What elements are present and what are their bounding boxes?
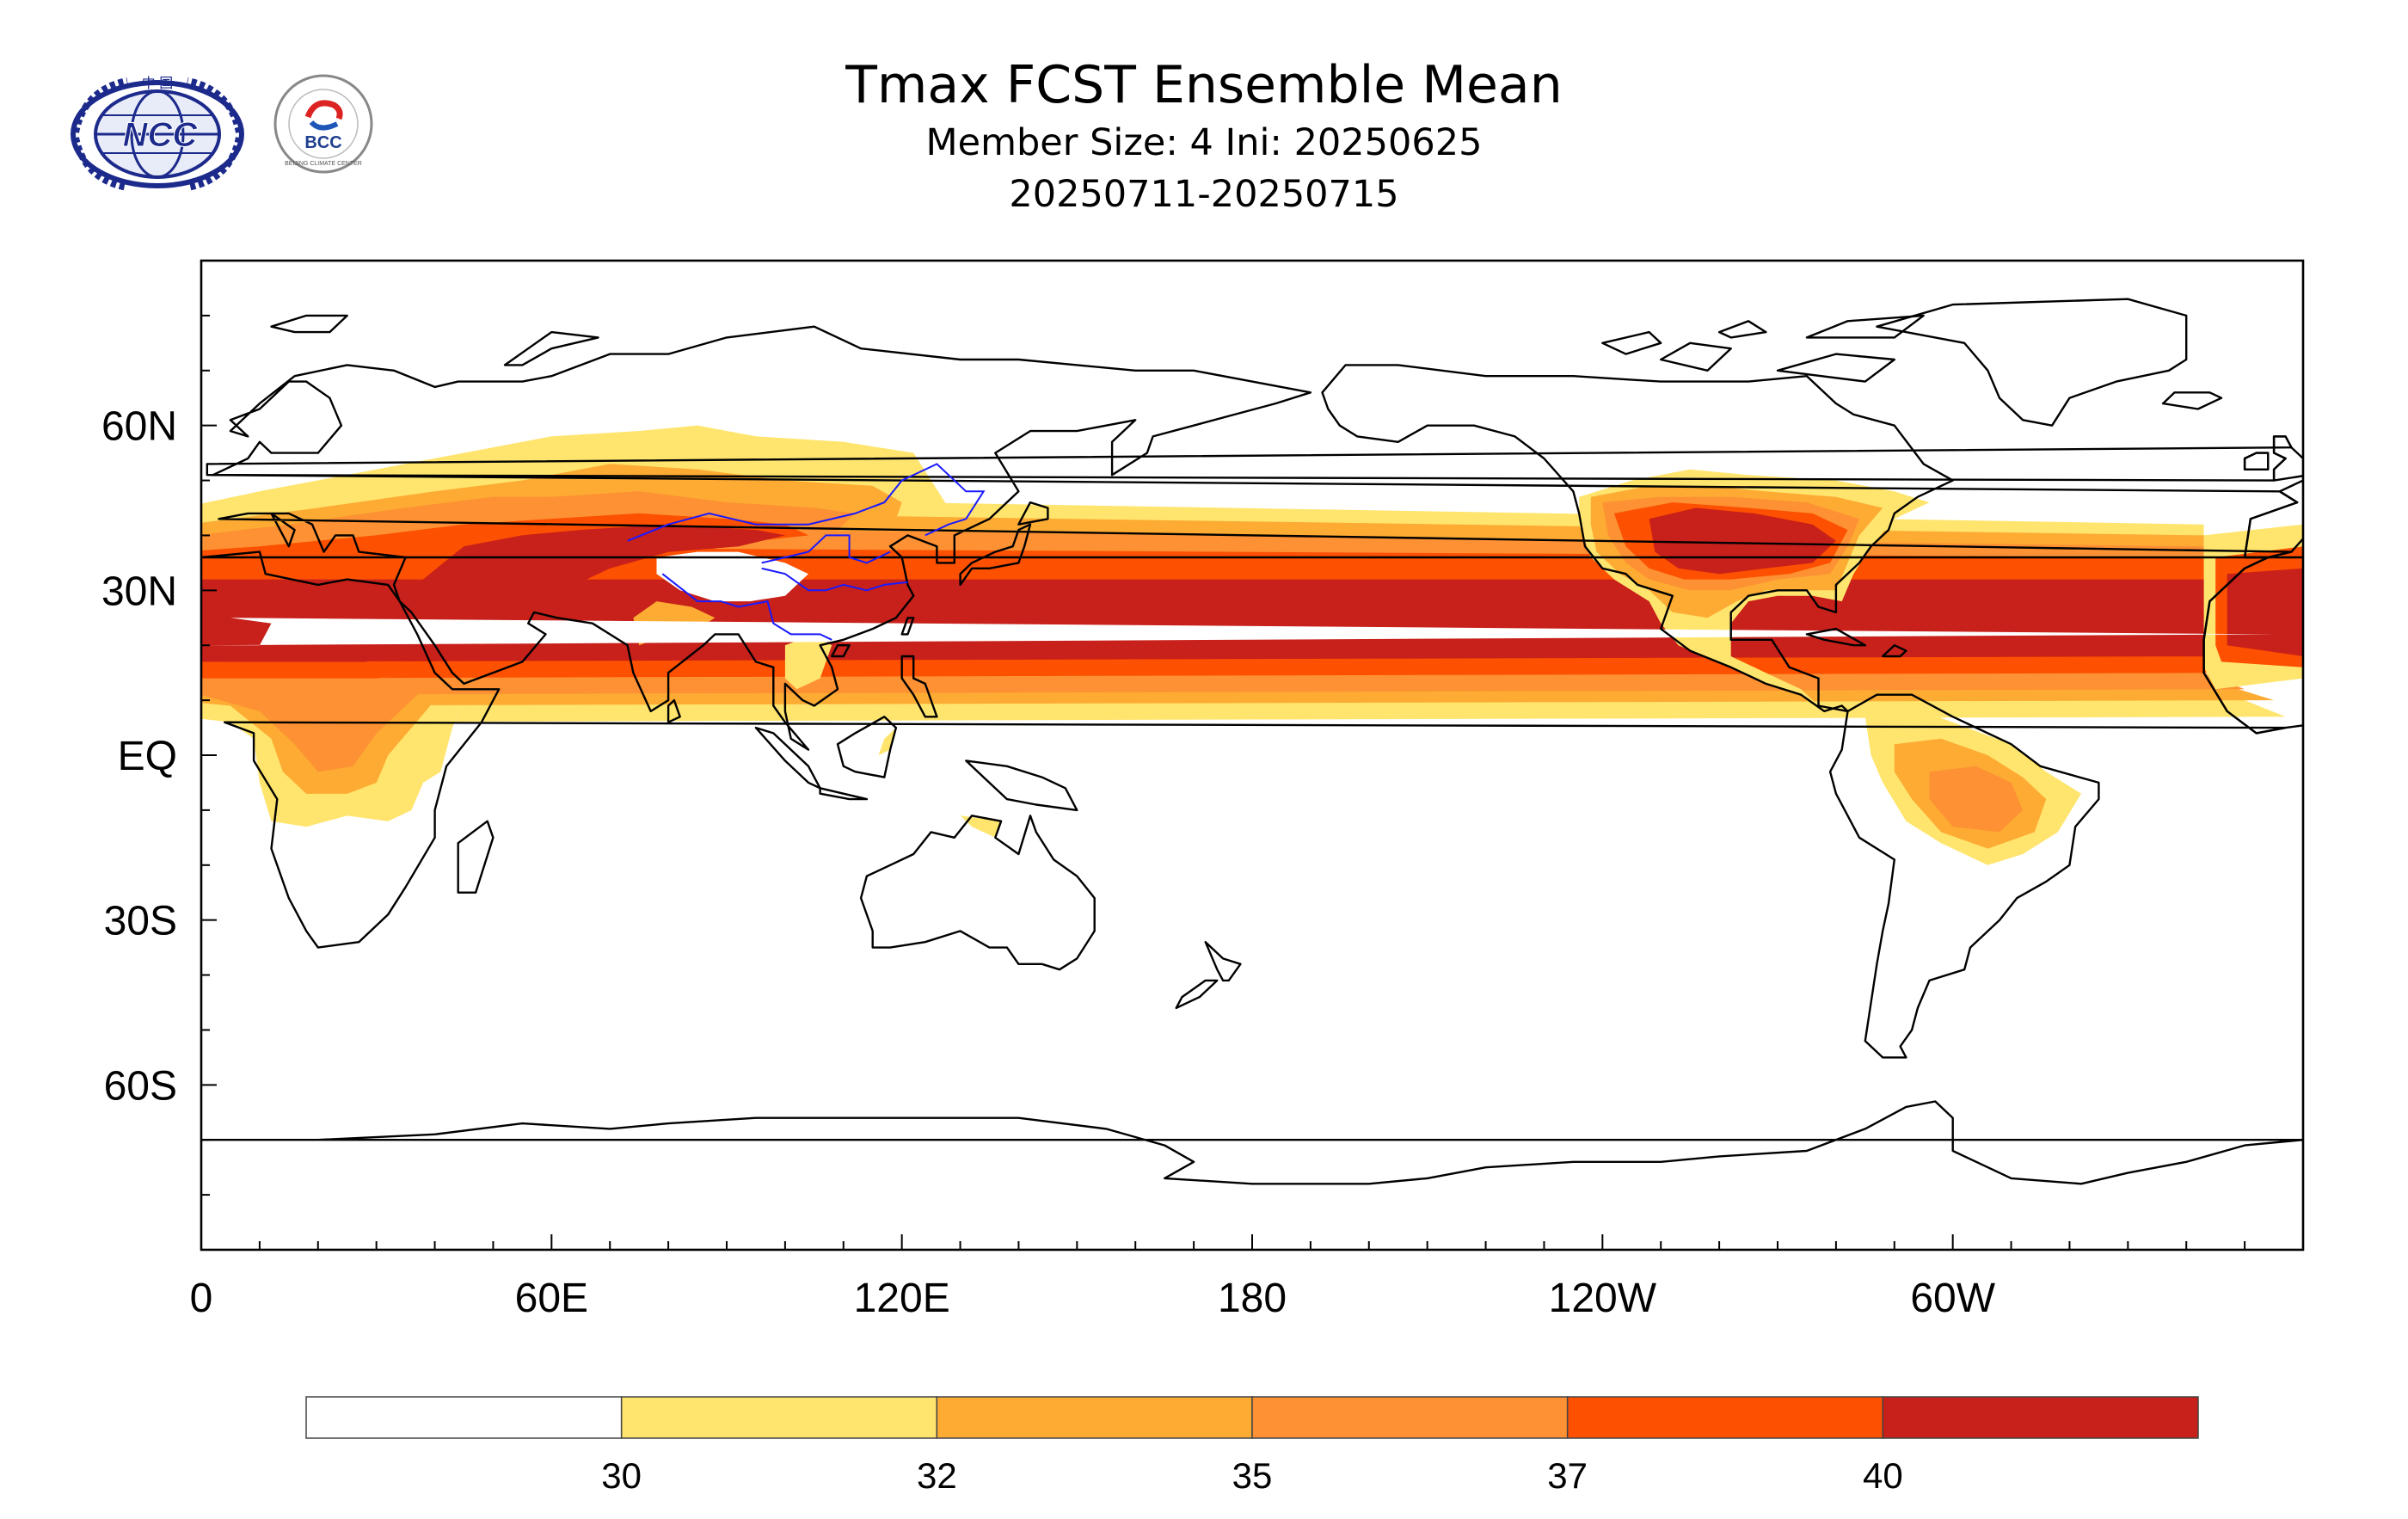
coastline bbox=[1876, 298, 2188, 427]
temperature-region bbox=[960, 815, 1002, 838]
coastline bbox=[836, 716, 898, 778]
coastline bbox=[2243, 452, 2270, 470]
coastline bbox=[900, 655, 938, 718]
coastline bbox=[965, 760, 1078, 812]
bcc-logo: BCC BEIJING CLIMATE CENTER bbox=[273, 74, 373, 174]
coastline bbox=[1717, 320, 1767, 339]
colorbar-segment bbox=[620, 1396, 938, 1439]
temperature-region bbox=[878, 728, 896, 755]
coastlines bbox=[201, 298, 2303, 1185]
coastline bbox=[1017, 501, 1049, 526]
coastline bbox=[1204, 941, 1242, 982]
colorbar: 30 32 35 37 40 bbox=[305, 1396, 2199, 1496]
river-border-line bbox=[761, 534, 891, 564]
bcc-logo-ring-text: BEIJING CLIMATE CENTER bbox=[285, 161, 362, 167]
title-block: Tmax FCST Ensemble Mean Member Size: 4 I… bbox=[774, 53, 1634, 220]
x-tick-label: 180 bbox=[1218, 1276, 1287, 1321]
coastline bbox=[859, 815, 1096, 971]
map-subtitle-members: Member Size: 4 Ini: 20250625 bbox=[925, 121, 1483, 164]
y-tick-label: 60N bbox=[101, 404, 177, 450]
coastline bbox=[457, 820, 494, 894]
colorbar-level-label: 37 bbox=[1547, 1455, 1588, 1496]
coastline bbox=[1175, 979, 1219, 1010]
axis-ticks bbox=[200, 260, 2304, 1251]
coastline bbox=[2272, 435, 2303, 482]
river-border-line bbox=[627, 463, 986, 542]
ncc-logo-top-text: 中 国 bbox=[142, 76, 173, 91]
coastline bbox=[503, 330, 599, 366]
river-border-line bbox=[761, 567, 908, 592]
coastline bbox=[1776, 353, 1895, 383]
colorbar-segment bbox=[1251, 1396, 1569, 1439]
x-tick-label: 120E bbox=[854, 1276, 950, 1321]
coastline bbox=[270, 314, 348, 334]
ncc-globe-logo: 中 国 NCC bbox=[71, 76, 244, 191]
x-tick-label: 120W bbox=[1549, 1276, 1657, 1321]
colorbar-segment bbox=[936, 1396, 1253, 1439]
map-subtitle-period: 20250711-20250715 bbox=[1009, 173, 1399, 216]
coastline bbox=[1321, 364, 1954, 713]
colorbar-level-label: 30 bbox=[601, 1455, 642, 1496]
coastline bbox=[201, 550, 2287, 949]
colorbar-segment bbox=[305, 1396, 623, 1439]
coastline bbox=[201, 1100, 2303, 1185]
y-tick-label: 30S bbox=[104, 899, 177, 944]
x-tick-label: 60W bbox=[1910, 1276, 1995, 1321]
coastline bbox=[754, 726, 821, 790]
coastline bbox=[1828, 693, 2100, 1059]
coastline bbox=[212, 325, 2299, 751]
china-rivers-borders bbox=[627, 463, 986, 641]
coastline bbox=[831, 644, 851, 658]
below-30-region bbox=[656, 551, 808, 602]
temperature-region bbox=[784, 634, 832, 690]
coastline bbox=[1601, 330, 1662, 355]
below-30-region bbox=[201, 618, 2275, 646]
coastline bbox=[1805, 627, 1866, 647]
x-axis-labels: 0 60E 120E 180 120W 60W bbox=[190, 1276, 1996, 1321]
y-tick-label: EQ bbox=[118, 734, 177, 779]
coastline bbox=[2243, 452, 2270, 470]
temperature-region bbox=[2227, 568, 2303, 656]
coastline bbox=[819, 787, 869, 801]
x-tick-label: 0 bbox=[190, 1276, 213, 1321]
x-tick-label: 60E bbox=[515, 1276, 588, 1321]
colorbar-level-label: 32 bbox=[917, 1455, 957, 1496]
y-axis-labels: 60N 30N EQ 30S 60S bbox=[101, 404, 177, 1110]
map-title: Tmax FCST Ensemble Mean bbox=[845, 55, 1563, 115]
river-border-line bbox=[661, 573, 832, 641]
coastline bbox=[2161, 391, 2223, 410]
colorbar-segment bbox=[1882, 1396, 2199, 1439]
coastline bbox=[666, 698, 681, 723]
temperature-shading bbox=[201, 425, 2303, 865]
ncc-logo-text: NCC bbox=[123, 116, 199, 154]
coastline bbox=[1882, 644, 1907, 658]
y-tick-label: 30N bbox=[101, 569, 177, 614]
colorbar-segment bbox=[1566, 1396, 1884, 1439]
coastline bbox=[1660, 341, 1732, 372]
colorbar-level-label: 40 bbox=[1863, 1455, 1903, 1496]
bcc-logo-text: BCC bbox=[304, 133, 341, 152]
colorbar-level-label: 35 bbox=[1232, 1455, 1273, 1496]
coastline bbox=[900, 617, 915, 636]
coastline bbox=[959, 523, 1032, 587]
coastline bbox=[1805, 314, 1925, 339]
temperature-region bbox=[1929, 766, 2024, 833]
y-tick-label: 60S bbox=[104, 1063, 177, 1109]
